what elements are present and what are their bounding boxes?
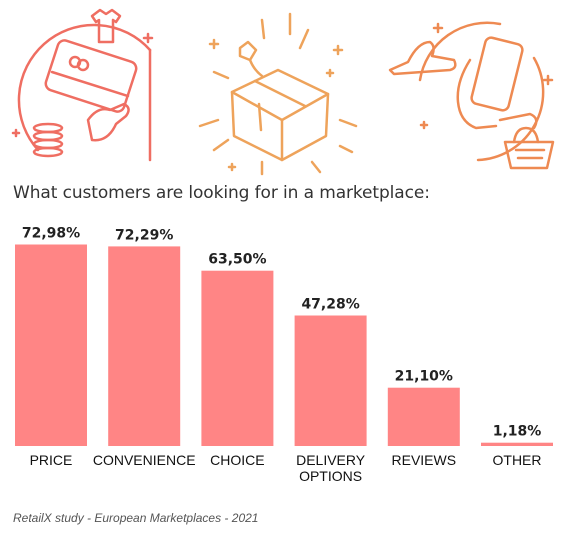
value-label: 72,29% xyxy=(115,227,173,243)
category-label: CHOICE xyxy=(210,452,264,468)
source-note: RetailX study - European Marketplaces - … xyxy=(13,511,259,525)
category-label: OPTIONS xyxy=(299,468,362,484)
phone-shopping-icon xyxy=(388,21,555,170)
category-label: REVIEWS xyxy=(392,452,457,468)
category-label: CONVENIENCE xyxy=(93,452,196,468)
category-label: DELIVERY xyxy=(296,452,366,468)
category-label: PRICE xyxy=(30,452,73,468)
value-label: 21,10% xyxy=(395,369,453,385)
bar-chart: 72,98% PRICE 72,29% CONVENIENCE 63,50% CHOICE… xyxy=(15,226,553,484)
bar-price xyxy=(15,244,87,446)
chart-title: What customers are looking for in a mark… xyxy=(13,183,430,203)
bar-reviews xyxy=(387,387,460,446)
header-illustrations xyxy=(11,8,555,176)
value-label: 72,98% xyxy=(22,226,80,242)
bar-other xyxy=(481,442,553,446)
value-label: 1,18% xyxy=(493,424,542,440)
bar-convenience xyxy=(108,246,181,446)
card-and-coins-icon xyxy=(11,8,154,162)
value-label: 63,50% xyxy=(208,252,266,268)
parcel-box-icon xyxy=(198,12,358,176)
category-label: OTHER xyxy=(493,452,542,468)
bar-delivery-options xyxy=(294,315,367,446)
bar-choice xyxy=(201,270,274,446)
value-label: 47,28% xyxy=(301,297,359,313)
